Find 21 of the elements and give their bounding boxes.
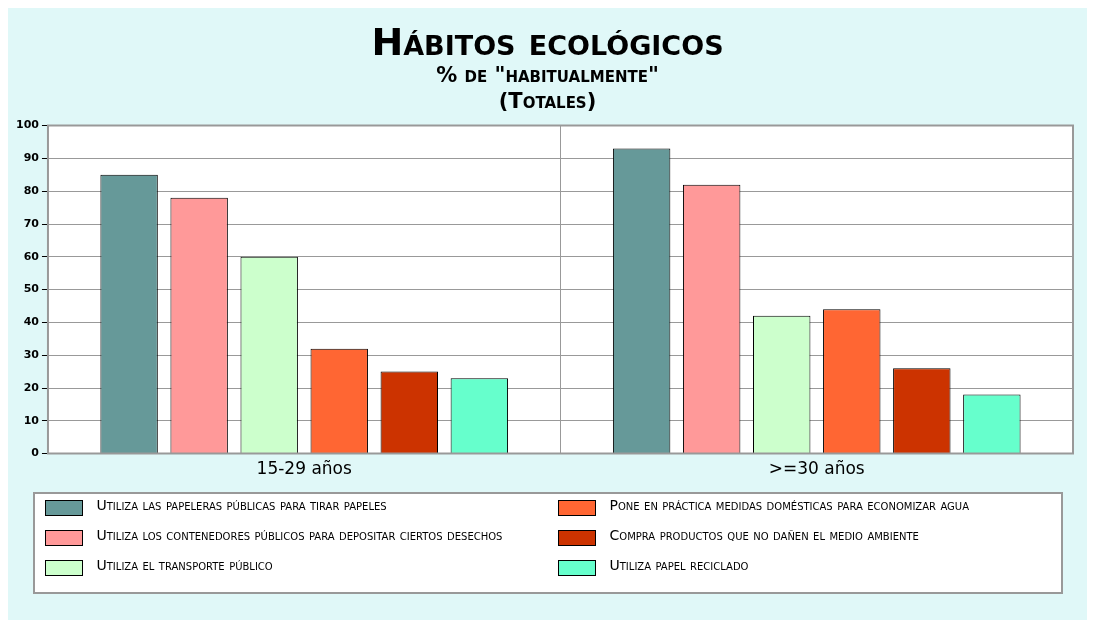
legend-label: Pone en práctica medidas domésticas para economizar agua xyxy=(609,497,969,513)
y-tick-label: 30 xyxy=(23,348,39,362)
chart-title: Hábitos ecológicos xyxy=(371,20,724,64)
y-tick-label: 10 xyxy=(23,413,39,427)
y-tick-label: 100 xyxy=(15,118,39,132)
y-tick-label: 70 xyxy=(23,216,39,230)
y-tick-label: 90 xyxy=(23,151,39,165)
y-tick-label: 20 xyxy=(23,380,39,394)
legend-label: Utiliza papel reciclado xyxy=(609,557,749,573)
chart-subtitle: % de "habitualmente" (Totales) xyxy=(436,62,659,114)
legend-label: Utiliza las papeleras públicas para tirar papeles xyxy=(96,497,387,513)
legend-label: Utiliza los contenedores públicos para depositar ciertos desechos xyxy=(96,527,503,543)
y-tick-label: 50 xyxy=(23,282,39,296)
y-tick-label: 0 xyxy=(30,446,39,460)
y-tick-label: 80 xyxy=(23,184,39,198)
legend-label: Utiliza el transporte público xyxy=(96,557,273,573)
x-tick-label: >=30 años xyxy=(768,458,865,479)
legend-label: Compra productos que no dañen el medio ambiente xyxy=(609,527,919,543)
y-tick-label: 60 xyxy=(23,249,39,263)
x-tick-label: 15-29 años xyxy=(256,458,352,479)
y-tick-label: 40 xyxy=(23,315,39,329)
